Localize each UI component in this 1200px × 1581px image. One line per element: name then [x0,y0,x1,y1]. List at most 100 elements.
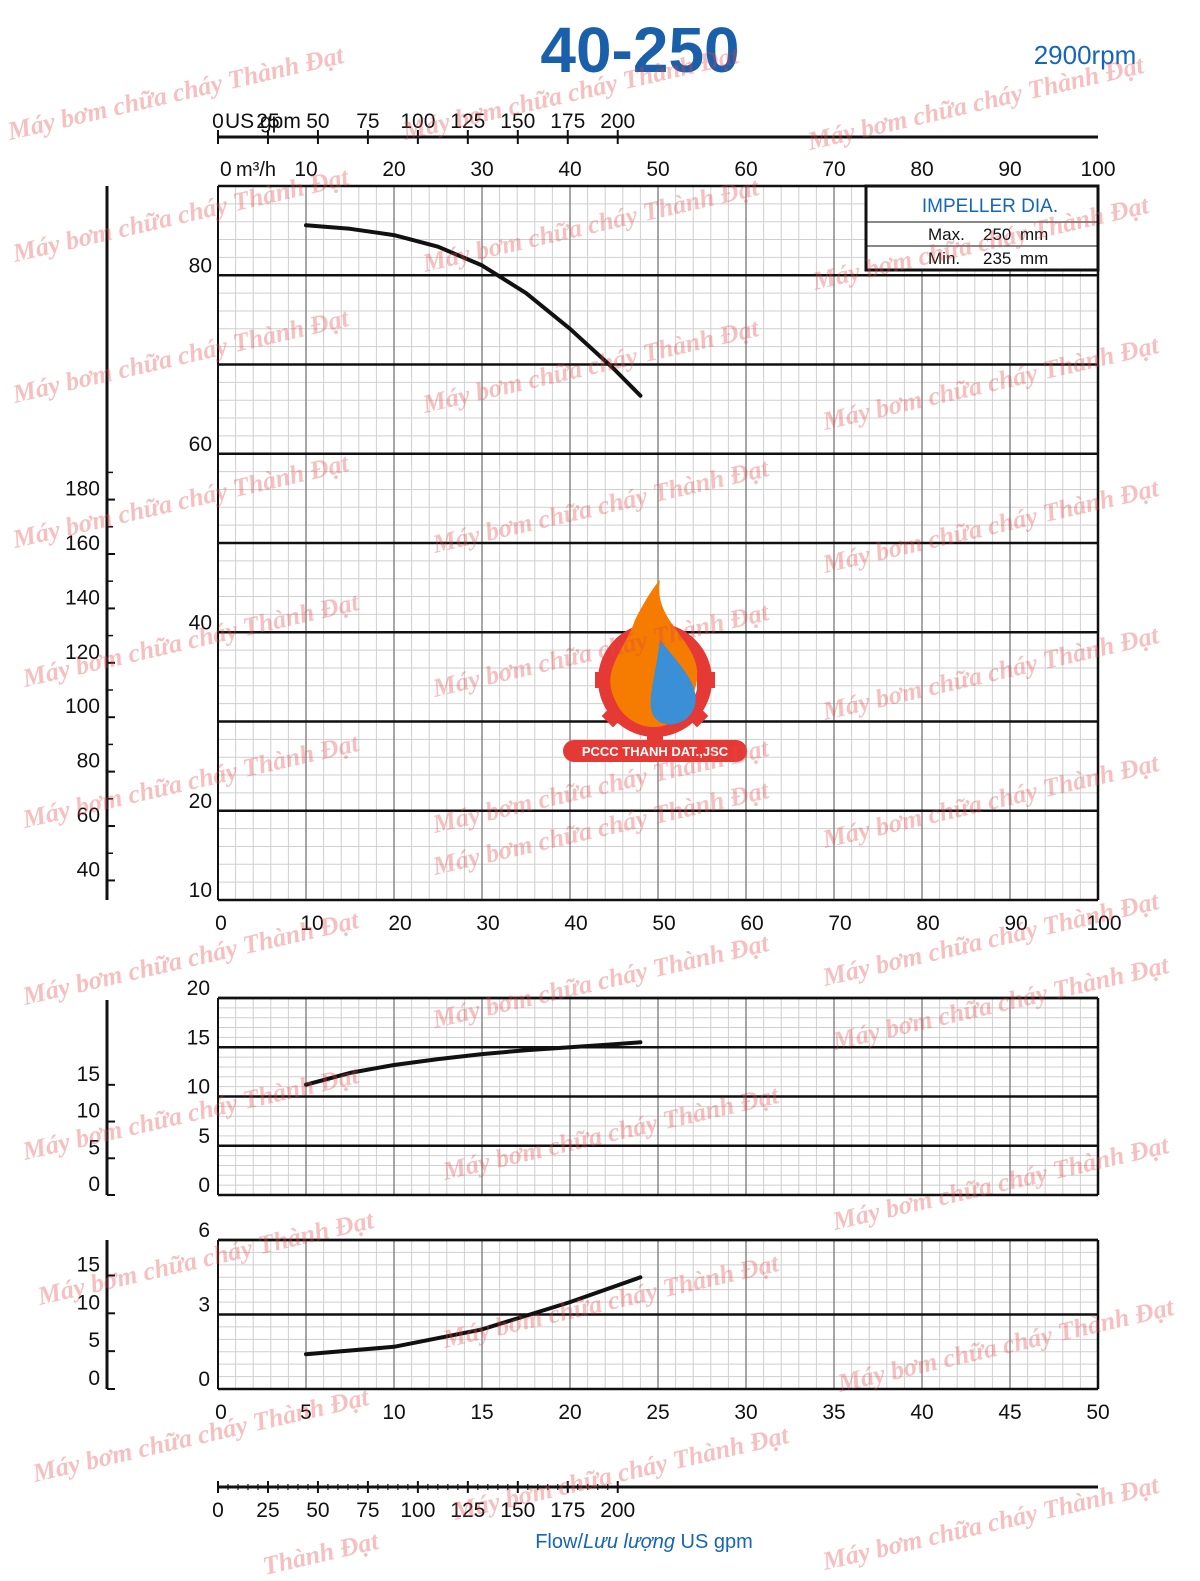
rpm-label: 2900rpm [1034,40,1137,70]
data-point [305,224,307,227]
pq-y-tick-label: 10 [187,1076,210,1099]
m3h-tick-label: 20 [382,158,405,181]
hq-y-tick-label: 40 [189,611,212,634]
hq-x-tick-label: 100 [1086,912,1121,935]
hq-ft-tick-label: 160 [65,532,100,555]
data-point [613,368,615,370]
npshr-axes: 0 3 6 0 5 10 15 20 25 30 35 40 45 50 0 5 10 15 [77,1219,1110,1424]
pq-axes: 0 5 10 15 20 0 5 10 15 [77,977,210,1197]
data-point [569,1046,571,1049]
m3h-tick-label: 60 [734,158,757,181]
hq-x-tick-label: 20 [388,912,411,935]
hq-x-tick-label: 10 [300,912,323,935]
bottom-gpm-tick-label: 25 [256,1499,279,1522]
np-x-tick-label: 50 [1086,1401,1109,1424]
company-logo: PCCC THANH DAT.,JSC [563,580,747,762]
bottom-gpm-tick-label: 175 [550,1499,585,1522]
np-ft-tick-label: 0 [88,1367,100,1390]
hq-ft-tick-label: 100 [65,695,100,718]
np-ft-tick-label: 15 [77,1253,100,1276]
gpm-tick-label: 25 [256,110,279,133]
hq-x-tick-label: 30 [476,912,499,935]
hq-ft-tick-label: 180 [65,478,100,501]
gpm-tick-label: 150 [500,110,535,133]
hq-y-tick-label: 80 [189,254,212,277]
np-ft-tick-label: 10 [77,1291,100,1314]
data-point [639,1041,642,1044]
gpm-tick-label: 175 [550,110,585,133]
pq-hp-tick-label: 5 [88,1136,100,1159]
m3h-tick-label: 80 [910,158,933,181]
m3h-tick-label: 30 [470,158,493,181]
m3h-tick-label: 0 [220,158,232,181]
hq-x-tick-label: 60 [740,912,763,935]
data-point [613,1043,615,1046]
pq-hp-tick-label: 10 [77,1100,100,1123]
hq-x-tick-label: 90 [1004,912,1027,935]
data-point [393,1064,395,1066]
pq-plot [304,1040,643,1087]
impeller-min-unit: mm [1020,249,1048,268]
hq-x-tick-label: 50 [652,912,675,935]
np-x-tick-label: 40 [910,1401,933,1424]
bottom-gpm-tick-label: 50 [306,1499,329,1522]
m3h-tick-label: 50 [646,158,669,181]
np-ft-tick-label: 5 [88,1329,100,1352]
pq-hp-tick-label: 0 [88,1173,100,1196]
gpm-tick-label: 125 [450,110,485,133]
pq-y-tick-label: 0 [198,1174,210,1197]
gpm-tick-label: 100 [400,110,435,133]
hq-x-tick-label: 80 [916,912,939,935]
npshr-grid [217,1238,1100,1391]
impeller-max-label: Max. [928,225,965,244]
data-point [639,1276,642,1279]
gpm-tick-label: 200 [600,110,635,133]
hq-plot [304,223,643,398]
bottom-gpm-axis-title: Flow/Lưu lượng US gpm [535,1531,753,1553]
bottom-gpm-tick-label: 200 [600,1499,635,1522]
gpm-tick-label: 0 [212,110,224,133]
np-x-tick-label: 5 [300,1401,312,1424]
m3h-tick-label: 40 [558,158,581,181]
np-x-tick-label: 20 [558,1401,581,1424]
impeller-max-unit: mm [1020,225,1048,244]
np-y-tick-label: 0 [198,1368,210,1391]
hq-ft-tick-label: 40 [77,858,100,881]
hq-ft-tick-label: 60 [77,804,100,827]
m3h-tick-label: 100 [1080,158,1115,181]
data-point [349,228,351,230]
hq-x-tick-label: 70 [828,912,851,935]
pq-y-tick-label: 15 [187,1026,210,1049]
hq-ft-tick-label: 140 [65,586,100,609]
m3h-tick-label: 10 [294,158,317,181]
data-point [349,1072,351,1074]
hq-ft-tick-label: 120 [65,641,100,664]
hq-y-tick-label: 20 [189,790,212,813]
impeller-min-value: 235 [983,249,1011,268]
gpm-tick-label: 50 [306,110,329,133]
pq-y-tick-label: 5 [198,1125,210,1148]
bottom-gpm-tick-label: 75 [356,1499,379,1522]
data-point [437,1058,439,1060]
data-point [525,1049,527,1051]
np-x-tick-label: 25 [646,1401,669,1424]
data-point [393,234,395,236]
impeller-min-label: Min. [928,249,960,268]
impeller-max-value: 250 [983,225,1011,244]
np-x-tick-label: 10 [382,1401,405,1424]
data-point [393,1346,395,1348]
hq-x-tick-label: 0 [215,912,227,935]
water-drop-icon [650,640,696,725]
np-x-tick-label: 35 [822,1401,845,1424]
m3h-tick-label: 70 [822,158,845,181]
bottom-gpm-tick-label: 125 [450,1499,485,1522]
impeller-dia-box: IMPELLER DIA. Max. 250 mm Min. 235 mm [864,184,1100,272]
logo-text: PCCC THANH DAT.,JSC [582,744,729,759]
hq-y-tick-label: 10 [189,879,212,902]
bottom-gpm-tick-label: 150 [500,1499,535,1522]
np-x-tick-label: 0 [215,1401,227,1424]
hq-ft-tick-label: 80 [77,750,100,773]
